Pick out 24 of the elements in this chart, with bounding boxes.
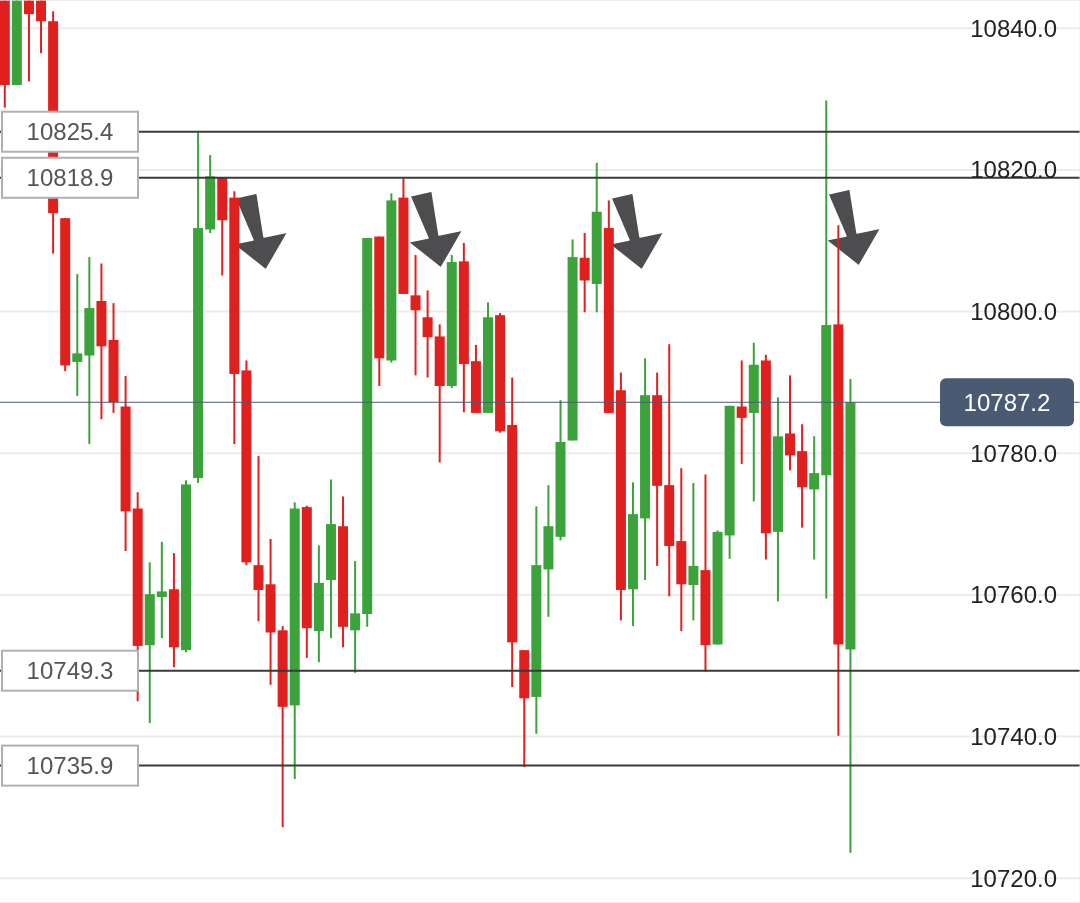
candlestick (736, 359, 747, 465)
candlestick (156, 540, 167, 640)
candlestick (410, 253, 421, 377)
y-tick-label: 10740.0 (970, 723, 1057, 751)
candlestick (350, 559, 361, 674)
candlestick (785, 374, 796, 472)
candlestick (23, 0, 34, 83)
y-tick-label: 10820.0 (970, 156, 1057, 184)
candlestick (809, 435, 820, 561)
ref-line-label: 10749.3 (26, 657, 114, 685)
ref-line-label: 10735.9 (26, 752, 114, 780)
y-tick-label: 10760.0 (970, 581, 1057, 609)
candlestick (36, 0, 47, 55)
y-tick-label: 10800.0 (970, 298, 1057, 326)
candlestick (72, 273, 83, 397)
candlestick (422, 289, 433, 379)
y-tick-label: 10840.0 (970, 14, 1057, 42)
candlestick (688, 482, 699, 622)
candlestick (579, 232, 590, 314)
y-tick-label: 10780.0 (970, 439, 1057, 467)
y-tick-label: 10720.0 (970, 864, 1057, 892)
ref-line-label: 10818.9 (26, 164, 114, 192)
ref-line-label: 10787.2 (963, 388, 1051, 416)
ref-line-label: 10825.4 (26, 118, 114, 146)
